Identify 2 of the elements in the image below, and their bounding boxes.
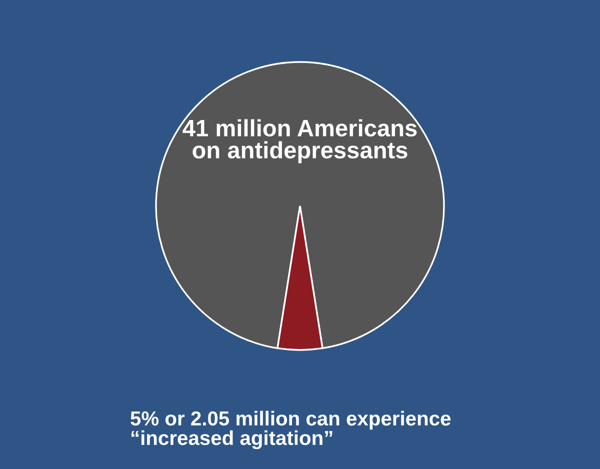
slice-label: 5% or 2.05 million can experience “increased agitation”: [130, 410, 451, 450]
slice-label: 41 million Americans on antidepressants: [182, 119, 417, 164]
